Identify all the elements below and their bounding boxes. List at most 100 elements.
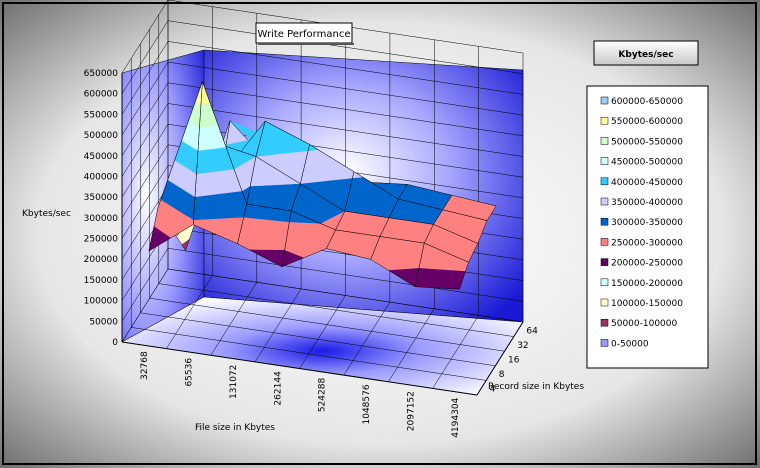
legend-entry-label: 350000-400000 [611, 198, 683, 208]
legend-entry-label: 400000-450000 [611, 178, 683, 188]
surface-band-patch [284, 222, 336, 258]
surface-band-patch [355, 173, 408, 199]
x-tick-label: 131072 [229, 365, 239, 399]
y-tick-label: 150000 [84, 276, 119, 286]
x-tick-label: 65536 [185, 358, 195, 387]
legend-entry-label: 50000-100000 [611, 319, 678, 329]
surface-band-patch [344, 177, 399, 218]
surface-band-patch [370, 236, 425, 271]
x-tick-labels: 32768 65536 131072 262144 524288 1048576 20971… [140, 351, 461, 438]
surface-band-patch [250, 156, 301, 187]
y-tick-label: 550000 [84, 110, 119, 120]
chart-title: Write Performance [258, 29, 351, 40]
title-box-shadow [258, 43, 354, 45]
legend-swatch [600, 96, 609, 105]
surface-band-patch [320, 211, 345, 230]
y-tick-label: 100000 [84, 297, 119, 307]
surface-band-patch [248, 249, 285, 267]
y-tick-label: 200000 [84, 255, 119, 265]
surface-band-patch [174, 140, 198, 174]
surface-band-patch [181, 238, 190, 251]
legend-entry-label: 500000-550000 [611, 137, 683, 147]
depth-tick-label: 4 [490, 385, 496, 395]
surface-band-patch [389, 199, 443, 225]
gridline [167, 0, 524, 323]
surface-band-patch [196, 147, 235, 174]
legend: 600000-650000 550000-600000 500000-550000 4… [600, 96, 683, 349]
legend-entry-label: 250000-300000 [611, 238, 683, 248]
legend-swatch [600, 157, 609, 165]
legend-swatch [600, 116, 609, 125]
surface-band-patch [237, 217, 290, 250]
surface-band-patch [255, 151, 308, 184]
x-tick-label: 1048576 [362, 384, 372, 424]
legend-swatch [600, 278, 609, 287]
y-tick-label: 500000 [84, 131, 119, 141]
surface-band-patch [200, 81, 211, 105]
surface-band-patch [148, 226, 171, 252]
gridline [130, 58, 487, 381]
surface-band-patch [300, 178, 353, 212]
surface-band-patch [188, 101, 201, 128]
legend-entry-label: 0-50000 [611, 339, 649, 349]
legend-swatch [600, 217, 609, 226]
surface-band-patch [255, 121, 310, 157]
surface-band-patch [154, 199, 194, 238]
x-tick-label: 524288 [318, 378, 328, 413]
y-tick-label: 250000 [84, 235, 119, 245]
legend-box [586, 85, 709, 369]
depth-tick-label: 64 [526, 326, 538, 336]
gridlines [121, 0, 524, 396]
legend-swatch [600, 258, 609, 266]
legend-entry-label: 550000-600000 [611, 117, 683, 127]
surface-cell-edge [148, 81, 203, 252]
surface-band-patch [424, 224, 478, 263]
depth-tick-label: 32 [517, 341, 528, 351]
y-tick-label: 650000 [84, 69, 119, 79]
legend-swatch [600, 238, 609, 246]
depth-tick-label: 16 [508, 356, 520, 366]
surface-band-patch [300, 149, 354, 184]
surface-band-patch [379, 217, 434, 244]
gridline [149, 29, 505, 352]
depth-tick-label: 8 [499, 370, 505, 380]
x-tick-label: 2097152 [406, 391, 416, 431]
surface-band-patch [415, 268, 466, 290]
legend-entry-label: 600000-650000 [611, 97, 683, 107]
surface-band-patch [193, 217, 244, 244]
surface-band-patch [442, 195, 497, 221]
surface-band-patch [223, 120, 230, 149]
legend-entry-label: 300000-350000 [611, 218, 683, 228]
surface-band-patch [398, 184, 452, 210]
x-tick-label: 4194304 [451, 397, 461, 437]
surface-band-patch [210, 131, 256, 170]
surface-band-patch [335, 211, 390, 237]
surface-band-patch [419, 243, 469, 272]
surface-band-patch [195, 81, 203, 105]
surface-band-patch [193, 191, 247, 220]
surface-band-patch [326, 229, 380, 260]
x-tick-label: 262144 [273, 371, 283, 406]
surface-band-patch [211, 121, 266, 157]
legend-entry-label: 150000-200000 [611, 279, 683, 289]
surface-plot [148, 81, 497, 290]
y-tick-label: 400000 [84, 173, 119, 183]
legend-entry-label: 450000-500000 [611, 158, 683, 168]
surface-band-patch [197, 125, 227, 151]
legend-swatch [600, 177, 609, 186]
surface-band-patch [242, 186, 251, 205]
surface-band-patch [194, 169, 242, 197]
surface-band-patch [388, 268, 419, 287]
legend-swatch [600, 318, 609, 327]
legend-swatch [600, 137, 609, 145]
y-tick-labels: 0 50000 100000 150000 200000 250000 300000 3500… [84, 69, 119, 348]
x-tick-label: 32768 [140, 351, 150, 380]
surface-band-patch [234, 156, 256, 192]
surface-band-patch [167, 160, 197, 197]
legend-swatch [600, 197, 609, 206]
surface-band-patch [160, 180, 195, 220]
legend-entry-label: 100000-150000 [611, 299, 683, 309]
y-axis-label: Kbytes/sec [22, 209, 71, 219]
